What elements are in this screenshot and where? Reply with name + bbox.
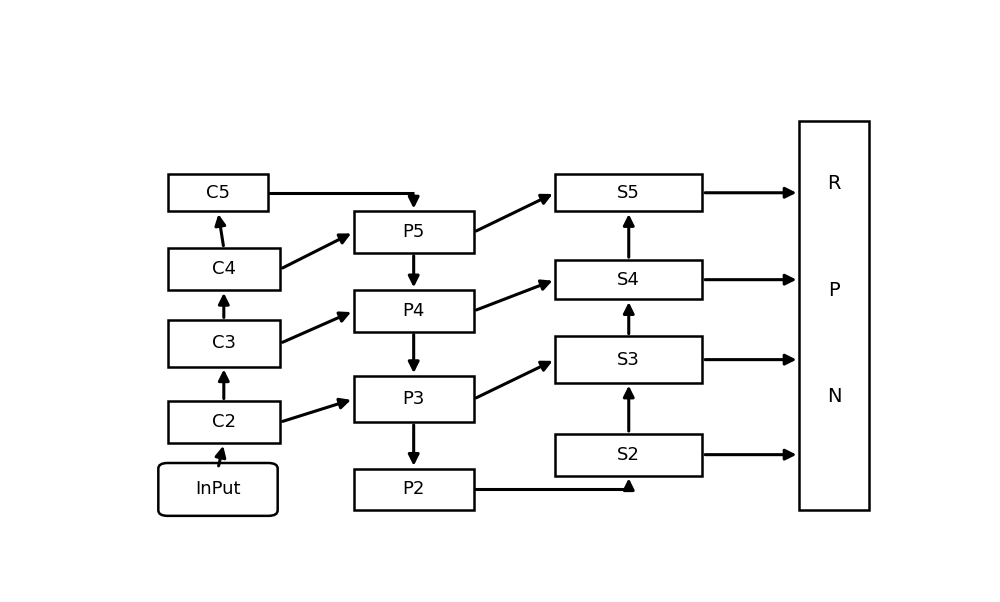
Text: P: P bbox=[828, 281, 840, 300]
Text: C2: C2 bbox=[212, 413, 236, 431]
Text: P4: P4 bbox=[402, 302, 425, 320]
Bar bbox=[168, 320, 280, 367]
Bar bbox=[354, 376, 474, 422]
Bar bbox=[168, 174, 268, 211]
Text: P5: P5 bbox=[402, 223, 425, 241]
Text: InPut: InPut bbox=[195, 480, 241, 498]
Bar bbox=[354, 211, 474, 253]
Bar bbox=[354, 290, 474, 332]
Text: S5: S5 bbox=[617, 184, 640, 202]
Text: N: N bbox=[827, 387, 841, 406]
Bar bbox=[168, 249, 280, 290]
Text: C5: C5 bbox=[206, 184, 230, 202]
Text: P2: P2 bbox=[402, 480, 425, 498]
Text: R: R bbox=[827, 174, 841, 193]
Bar bbox=[555, 174, 702, 211]
Text: S2: S2 bbox=[617, 445, 640, 464]
Text: P3: P3 bbox=[402, 390, 425, 408]
Bar bbox=[799, 121, 869, 510]
Text: C3: C3 bbox=[212, 334, 236, 352]
Text: S4: S4 bbox=[617, 271, 640, 289]
Bar bbox=[555, 434, 702, 476]
Bar bbox=[555, 337, 702, 383]
Bar bbox=[354, 468, 474, 510]
Text: S3: S3 bbox=[617, 350, 640, 368]
Bar bbox=[168, 402, 280, 443]
Bar bbox=[555, 260, 702, 299]
FancyBboxPatch shape bbox=[158, 463, 278, 516]
Text: C4: C4 bbox=[212, 260, 236, 278]
